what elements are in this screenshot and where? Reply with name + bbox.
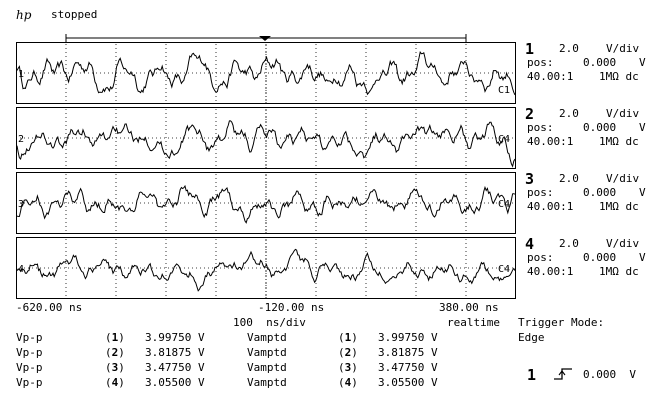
measurement-name: Vp-p [16, 331, 43, 344]
coupling: 1MΩ dc [599, 200, 639, 213]
measurement-value: 3.47750 V [145, 361, 205, 374]
trace-label: C4 [498, 264, 510, 275]
coupling: 1MΩ dc [599, 265, 639, 278]
channel-1-waveform [16, 51, 516, 96]
trigger-mode-value[interactable]: Edge [518, 331, 545, 344]
trigger-source[interactable]: 1 [527, 366, 537, 384]
measurement-value: 3.81875 V [378, 346, 438, 359]
channel-scale-unit: V/div [606, 172, 640, 185]
measurement-value: 3.05500 V [378, 376, 438, 389]
ground-reference-marker: 4 [18, 264, 24, 275]
probe-ratio: 40.00:1 [527, 200, 574, 213]
position-value: 0.000 [583, 121, 617, 134]
channel-number: 1 [525, 40, 535, 58]
channel-3-waveform [16, 184, 516, 224]
probe-ratio: 40.00:1 [527, 135, 574, 148]
measurement-name: Vamptd [247, 361, 287, 374]
acquisition-mode[interactable]: realtime [447, 316, 500, 329]
ground-reference-marker: 2 [18, 134, 24, 145]
channel-ref: (2) [105, 346, 125, 359]
channel-number: 4 [525, 235, 535, 253]
trigger-mode-label: Trigger Mode: [518, 316, 605, 329]
position-label: pos: [527, 186, 554, 199]
position-label: pos: [527, 56, 554, 69]
measurement-value: 3.05500 V [145, 376, 205, 389]
rising-edge-icon[interactable] [552, 366, 574, 382]
channel-ref: (1) [338, 331, 358, 344]
time-center-label: -120.00 ns [258, 301, 325, 314]
channel-number: 3 [525, 170, 535, 188]
channel-ref: (4) [338, 376, 358, 389]
channel-ref: (3) [105, 361, 125, 374]
probe-ratio: 40.00:1 [527, 265, 574, 278]
channel-scale: 2.0 [559, 172, 579, 185]
measurement-name: Vamptd [247, 346, 287, 359]
channel-ref: (1) [105, 331, 125, 344]
channel-scale-unit: V/div [606, 107, 640, 120]
ground-reference-marker: 1 [18, 69, 24, 80]
hp-logo: hp [16, 8, 32, 22]
ground-reference-marker: 3 [18, 199, 24, 210]
channel-scale: 2.0 [559, 42, 579, 55]
position-value: 0.000 [583, 186, 617, 199]
trace-label: C1 [498, 85, 510, 96]
position-value: 0.000 [583, 251, 617, 264]
measurement-name: Vp-p [16, 361, 43, 374]
position-unit: V [639, 121, 646, 134]
position-value: 0.000 [583, 56, 617, 69]
position-label: pos: [527, 251, 554, 264]
trigger-position-marker [259, 36, 271, 41]
position-unit: V [639, 56, 646, 69]
measurement-name: Vamptd [247, 376, 287, 389]
channel-scale: 2.0 [559, 107, 579, 120]
measurement-value: 3.47750 V [378, 361, 438, 374]
channel-2-waveform [16, 120, 516, 168]
coupling: 1MΩ dc [599, 135, 639, 148]
measurement-value: 3.99750 V [378, 331, 438, 344]
measurement-name: Vp-p [16, 346, 43, 359]
measurement-name: Vamptd [247, 331, 287, 344]
channel-ref: (4) [105, 376, 125, 389]
position-unit: V [639, 251, 646, 264]
acquisition-status: stopped [51, 8, 98, 21]
position-label: pos: [527, 121, 554, 134]
trigger-level[interactable]: 0.000 V [583, 368, 636, 381]
channel-scale: 2.0 [559, 237, 579, 250]
trace-label: C4 [498, 199, 510, 210]
time-right-label: 380.00 ns [439, 301, 499, 314]
coupling: 1MΩ dc [599, 70, 639, 83]
probe-ratio: 40.00:1 [527, 70, 574, 83]
channel-scale-unit: V/div [606, 42, 640, 55]
channel-ref: (2) [338, 346, 358, 359]
channel-4-waveform [16, 248, 516, 292]
scope-display: 1 C1 2 C4 3 C4 4 C4 [16, 34, 516, 299]
timebase-scale[interactable]: 100 ns/div [233, 316, 306, 329]
measurement-value: 3.81875 V [145, 346, 205, 359]
channel-number: 2 [525, 105, 535, 123]
channel-scale-unit: V/div [606, 237, 640, 250]
trace-label: C4 [498, 134, 510, 145]
channel-ref: (3) [338, 361, 358, 374]
time-left-label: -620.00 ns [16, 301, 83, 314]
measurement-value: 3.99750 V [145, 331, 205, 344]
measurement-name: Vp-p [16, 376, 43, 389]
position-unit: V [639, 186, 646, 199]
